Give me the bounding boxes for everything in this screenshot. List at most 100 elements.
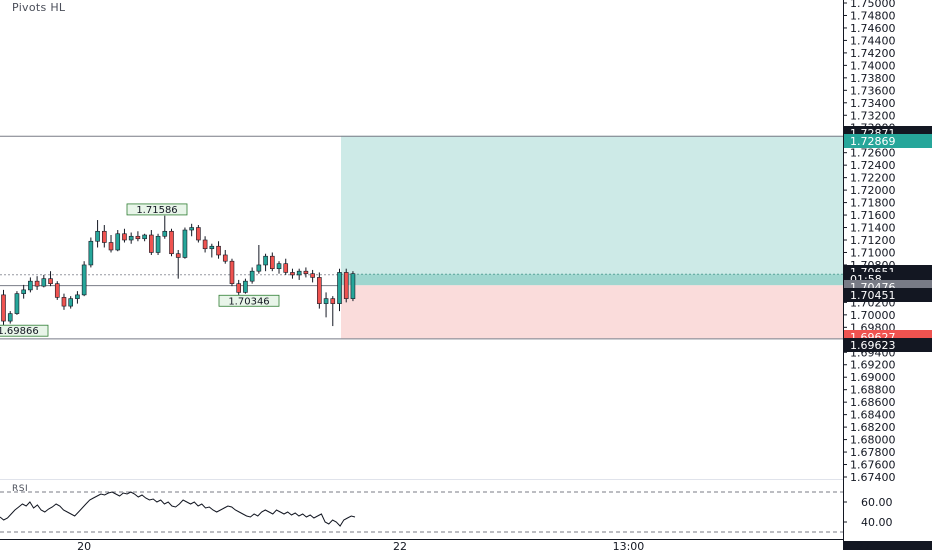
candle-down: [122, 233, 127, 241]
candle-up: [276, 263, 282, 269]
price-tick-label: 1.74600: [850, 22, 896, 35]
time-tick-label: 13:00: [613, 540, 645, 550]
stop-zone[interactable]: [341, 285, 843, 339]
price-tick-label: 1.67400: [850, 471, 896, 484]
candle-up: [128, 235, 134, 241]
time-tick-label: 20: [77, 540, 91, 550]
time-tick-label: 22: [393, 540, 407, 550]
price-tag: [844, 288, 932, 302]
price-tick-label: 1.75000: [850, 0, 896, 10]
candle-up: [14, 293, 20, 314]
candle-up: [243, 280, 248, 293]
price-tick-label: 1.72400: [850, 159, 896, 172]
price-tick-label: 1.71200: [850, 234, 896, 247]
candle-down: [102, 230, 107, 243]
price-tick-label: 1.74800: [850, 9, 896, 22]
target-zone[interactable]: [341, 135, 843, 286]
candle-down: [343, 272, 349, 299]
candle-up: [323, 298, 329, 304]
price-tick-label: 1.67600: [850, 459, 896, 472]
candle-down: [303, 270, 309, 274]
time-tick-label: 27: [857, 540, 871, 550]
candle-down: [222, 254, 228, 262]
candle-up: [337, 272, 342, 304]
pivot-label-box: [0, 324, 49, 337]
price-tag-label: 1.70451: [850, 289, 896, 302]
candle-up: [249, 270, 255, 282]
candle-down: [216, 245, 221, 256]
rsi-title[interactable]: RSI: [12, 484, 29, 494]
candle-up: [88, 240, 94, 266]
price-tick-label: 1.68200: [850, 421, 896, 434]
axis-corner: [844, 541, 932, 550]
indicator-title[interactable]: Pivots HL: [12, 1, 66, 14]
price-tick-label: 1.71800: [850, 197, 896, 210]
open-profit-zone: [341, 274, 843, 286]
price-tick-label: 1.72200: [850, 172, 896, 185]
candle-up: [142, 234, 147, 240]
candle-down: [290, 272, 295, 276]
candle-down: [269, 255, 275, 269]
price-tick-label: 1.71400: [850, 222, 896, 235]
candle-up: [68, 298, 73, 307]
candle-up: [75, 294, 80, 299]
price-tick-label: 1.68000: [850, 434, 896, 447]
candle-down: [202, 239, 208, 250]
price-tick-label: 1.68600: [850, 396, 896, 409]
candle-down: [229, 260, 235, 284]
candle-up: [95, 230, 100, 242]
candle-down: [175, 253, 181, 258]
price-tick-label: 1.74000: [850, 59, 896, 72]
candle-up: [209, 245, 215, 250]
candle-down: [108, 242, 114, 251]
pivot-label-box: [218, 294, 280, 307]
candle-up: [28, 280, 33, 291]
candle-down: [236, 283, 241, 293]
pivot-high-label: 1.71586: [136, 205, 177, 216]
price-tick-label: 1.68400: [850, 409, 896, 422]
price-tick-label: 1.74400: [850, 34, 896, 47]
price-tick-label: 1.67800: [850, 446, 896, 459]
price-tick-label: 1.71000: [850, 246, 896, 259]
candle-down: [34, 280, 40, 287]
candle-up: [115, 233, 121, 251]
price-tick-label: 1.74200: [850, 47, 896, 60]
candle-down: [54, 283, 60, 298]
candle-up: [162, 230, 168, 237]
candle-down: [310, 273, 315, 278]
candle-up: [41, 278, 47, 287]
price-tick-label: 1.69000: [850, 371, 896, 384]
candle-down: [330, 298, 336, 304]
rsi-tick-label: 40.00: [861, 516, 893, 529]
pivot-low-label: 1.69866: [0, 326, 39, 337]
pivot-label-box: [126, 203, 188, 216]
price-tag: [844, 338, 932, 352]
candle-down: [283, 263, 289, 273]
candle-down: [149, 234, 154, 253]
candle-down: [135, 235, 141, 240]
price-tick-label: 1.73800: [850, 72, 896, 85]
rsi-tick-label: 60.00: [861, 496, 893, 509]
pivot-low-label: 1.70346: [228, 296, 269, 307]
candle-down: [61, 297, 67, 307]
candle-down: [169, 230, 174, 255]
candle-down: [196, 227, 201, 241]
price-tick-label: 1.73600: [850, 84, 896, 97]
price-tick-label: 1.72600: [850, 147, 896, 160]
price-tick-label: 1.70000: [850, 309, 896, 322]
price-tag: [844, 134, 932, 148]
candle-down: [48, 278, 53, 284]
candle-down: [317, 277, 322, 304]
candle-up: [296, 270, 302, 276]
candle-up: [7, 313, 13, 322]
price-tick-label: 1.72000: [850, 184, 896, 197]
price-tag-label: 1.69623: [850, 339, 896, 352]
price-tag-label: 1.72869: [850, 135, 896, 148]
candle-down: [1, 294, 6, 322]
candle-up: [155, 235, 161, 253]
price-tick-label: 1.68800: [850, 384, 896, 397]
candle-up: [350, 273, 356, 299]
rsi-line: [0, 491, 356, 527]
price-tick-label: 1.71600: [850, 209, 896, 222]
